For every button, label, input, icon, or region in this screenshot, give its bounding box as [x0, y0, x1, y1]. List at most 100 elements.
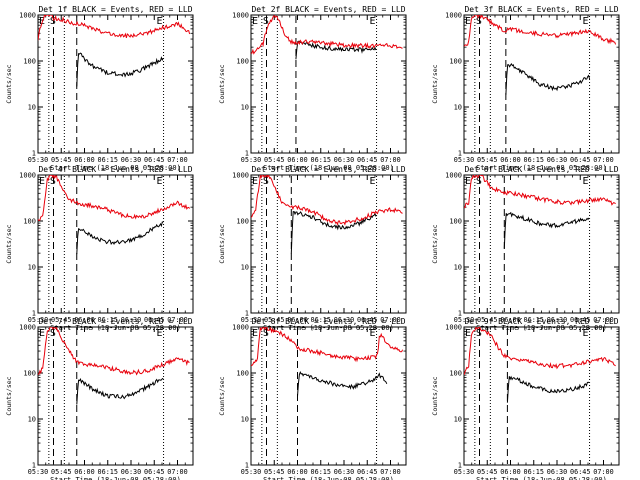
lld-rate-line — [251, 175, 403, 226]
y-axis-label: Counts/sec — [218, 64, 226, 103]
x-tick-label: 06:45 — [357, 156, 377, 164]
y-axis-label: Counts/sec — [431, 376, 439, 415]
x-tick-label: 05:30 — [241, 156, 261, 164]
chart-panel-4: Det 4f BLACK = Events, RED = LLD Counts/s… — [5, 165, 194, 332]
y-tick-label: 1000 — [19, 12, 36, 20]
y-tick-label: 1000 — [232, 12, 249, 20]
x-tick-label: 05:45 — [477, 316, 497, 324]
lld-rate-line — [38, 175, 190, 222]
y-tick-label: 10 — [241, 104, 249, 112]
y-tick-label: 100 — [449, 218, 462, 226]
plot-frame — [250, 14, 407, 154]
x-tick-label: 06:45 — [357, 468, 377, 476]
chart-title: Det 6f BLACK = Events, RED = LLD — [464, 165, 618, 174]
lld-rate-line — [464, 327, 616, 376]
x-tick-label: 07:00 — [167, 468, 187, 476]
lld-rate-line — [464, 175, 616, 209]
x-tick-label: 06:30 — [334, 468, 354, 476]
y-tick-label: 1 — [245, 150, 249, 158]
marker-letter: E — [39, 328, 45, 339]
x-tick-label: 06:30 — [121, 316, 141, 324]
x-tick-label: 06:15 — [524, 156, 544, 164]
y-tick-label: 100 — [23, 370, 36, 378]
x-tick-label: 06:00 — [500, 316, 520, 324]
marker-letter: E — [465, 176, 471, 187]
x-tick-label: 06:00 — [74, 468, 94, 476]
x-tick-label: 05:30 — [454, 156, 474, 164]
y-axis-label: Counts/sec — [218, 224, 226, 263]
lld-rate-line — [251, 327, 404, 367]
y-tick-label: 1000 — [445, 12, 462, 20]
y-tick-label: 1000 — [19, 172, 36, 180]
marker-letter: E — [583, 328, 589, 339]
y-tick-label: 1000 — [232, 324, 249, 332]
x-tick-label: 06:45 — [357, 316, 377, 324]
chart-panel-9: Det 9f BLACK = Events, RED = LLD Counts/s… — [431, 317, 620, 480]
x-tick-label: 06:00 — [287, 156, 307, 164]
x-tick-label: 06:00 — [500, 156, 520, 164]
x-tick-label: 07:00 — [593, 468, 613, 476]
marker-letter: E — [583, 16, 589, 27]
x-tick-label: 07:00 — [380, 468, 400, 476]
y-tick-label: 10 — [454, 264, 462, 272]
marker-letter: E — [370, 16, 376, 27]
marker-letter: E — [157, 328, 163, 339]
x-tick-label: 06:15 — [311, 316, 331, 324]
events-rate-line — [76, 377, 164, 405]
x-tick-label: 07:00 — [380, 316, 400, 324]
x-tick-label: 05:45 — [264, 468, 284, 476]
y-tick-label: 1 — [32, 462, 36, 470]
x-tick-label: 06:15 — [98, 316, 118, 324]
plot-frame — [250, 326, 407, 466]
x-tick-label: 06:15 — [311, 156, 331, 164]
x-tick-label: 06:15 — [98, 156, 118, 164]
y-tick-label: 10 — [454, 104, 462, 112]
x-tick-label: 06:30 — [547, 468, 567, 476]
x-tick-label: 05:45 — [264, 316, 284, 324]
events-rate-line — [76, 52, 164, 87]
events-rate-line — [295, 40, 377, 60]
x-tick-label: 05:45 — [51, 316, 71, 324]
x-tick-label: 06:30 — [334, 316, 354, 324]
chart-panel-2: Det 2f BLACK = Events, RED = LLD Counts/s… — [218, 5, 407, 172]
chart-title: Det 3f BLACK = Events, RED = LLD — [464, 5, 618, 14]
events-rate-line — [290, 211, 377, 254]
x-tick-label: 07:00 — [593, 156, 613, 164]
x-tick-label: 06:45 — [570, 156, 590, 164]
x-tick-label: 06:00 — [74, 156, 94, 164]
y-tick-label: 1000 — [445, 324, 462, 332]
events-rate-line — [503, 211, 590, 249]
x-tick-label: 06:00 — [287, 316, 307, 324]
x-tick-label: 05:30 — [454, 316, 474, 324]
y-tick-label: 100 — [23, 218, 36, 226]
x-tick-label: 06:45 — [570, 468, 590, 476]
x-tick-label: 06:15 — [524, 468, 544, 476]
chart-panel-8: Det 8f BLACK = Events, RED = LLD Counts/s… — [218, 317, 407, 480]
marker-letter: E — [39, 176, 45, 187]
y-tick-label: 100 — [449, 370, 462, 378]
x-tick-label: 07:00 — [593, 316, 613, 324]
x-tick-label: 06:45 — [144, 316, 164, 324]
x-tick-label: 05:45 — [51, 156, 71, 164]
x-tick-label: 06:30 — [547, 316, 567, 324]
marker-letter: S — [263, 328, 269, 339]
y-axis-label: Counts/sec — [431, 64, 439, 103]
x-axis-label: Start Time (18-Jun-08 05:28:00) — [476, 164, 607, 172]
marker-letter: E — [370, 328, 376, 339]
y-tick-label: 100 — [449, 58, 462, 66]
x-tick-label: 06:30 — [121, 468, 141, 476]
y-tick-label: 1 — [458, 150, 462, 158]
marker-letter: S — [50, 16, 56, 27]
x-tick-label: 06:15 — [524, 316, 544, 324]
x-tick-label: 05:30 — [28, 156, 48, 164]
plot-frame — [463, 174, 620, 314]
y-tick-label: 1 — [32, 310, 36, 318]
y-tick-label: 1000 — [19, 324, 36, 332]
events-rate-line — [76, 221, 164, 255]
marker-letter: E — [252, 16, 258, 27]
y-tick-label: 10 — [454, 416, 462, 424]
chart-panel-1: Det 1f BLACK = Events, RED = LLD Counts/s… — [5, 5, 194, 172]
chart-title: Det 9f BLACK = Events, RED = LLD — [464, 317, 618, 326]
y-tick-label: 1 — [458, 462, 462, 470]
